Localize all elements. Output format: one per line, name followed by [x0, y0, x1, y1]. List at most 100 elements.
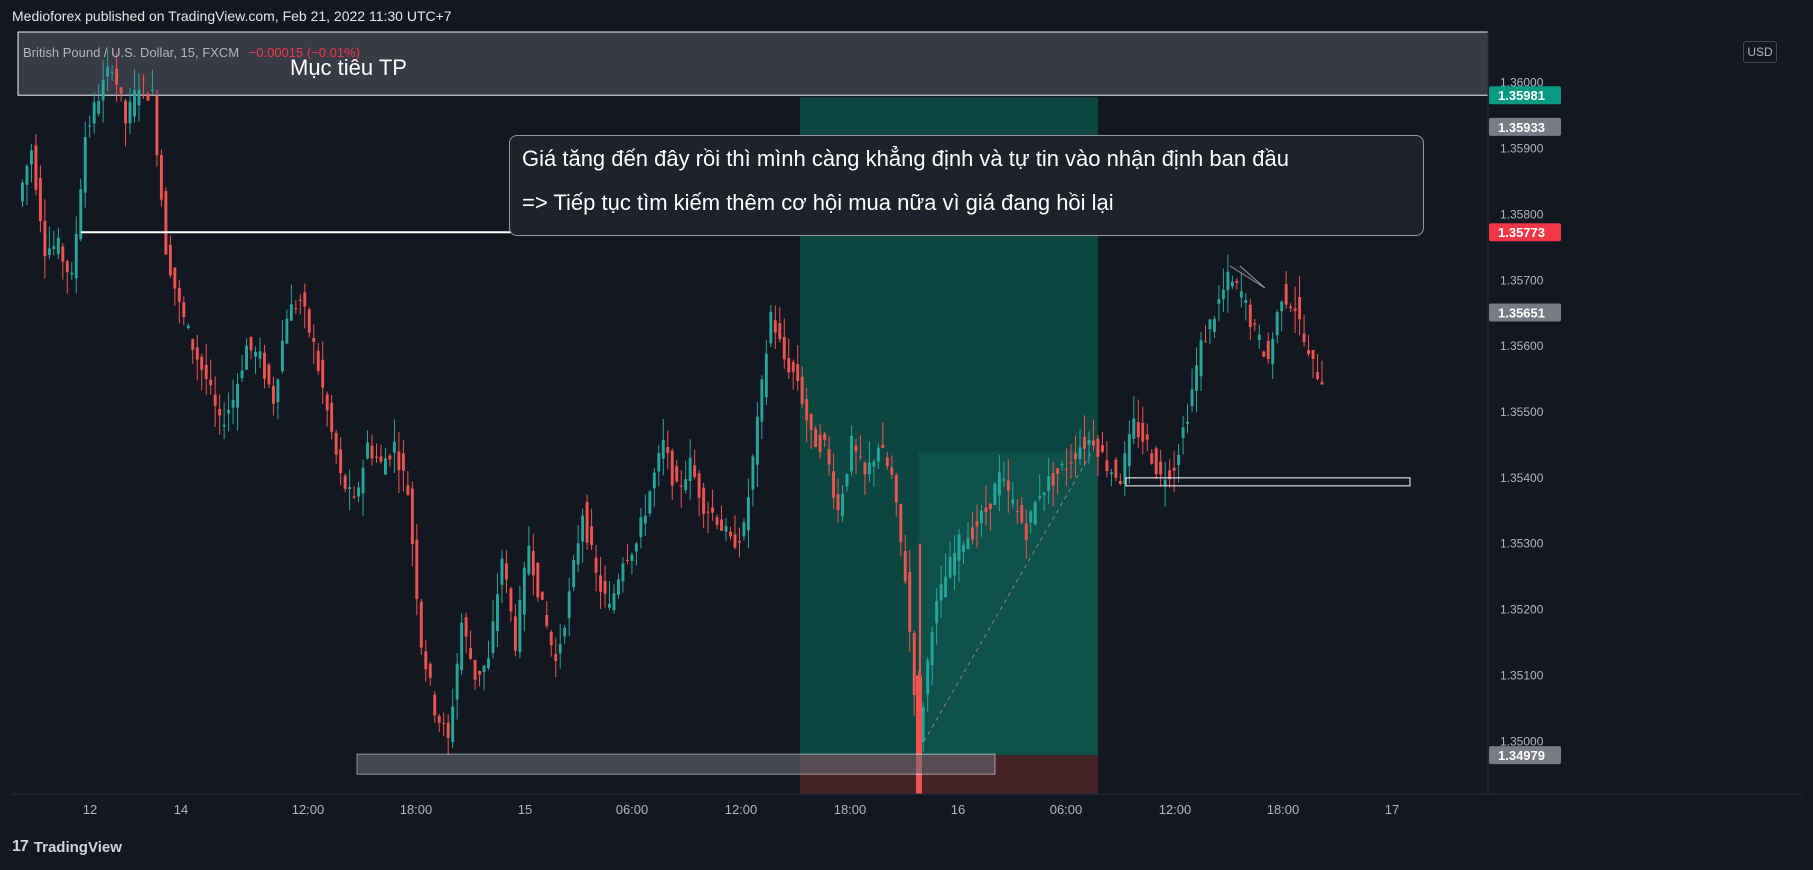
candle-body — [720, 519, 723, 531]
candle-body — [540, 591, 544, 600]
candle-body — [1275, 312, 1279, 336]
candle-body — [1163, 479, 1167, 486]
candle-body — [621, 563, 625, 582]
candle-body — [65, 261, 69, 273]
candle-body — [670, 450, 674, 486]
candle-body — [791, 361, 795, 372]
candle-body — [684, 479, 688, 491]
candle-body — [330, 402, 334, 432]
candle-body — [92, 102, 96, 124]
candle-body — [464, 617, 468, 637]
candle-body — [433, 694, 437, 716]
candle-body — [478, 671, 482, 675]
price-scale[interactable] — [1488, 30, 1802, 826]
candle-body — [872, 461, 876, 467]
candle-body — [339, 449, 343, 474]
candle-body — [276, 379, 280, 403]
candle-body — [1307, 350, 1311, 354]
recent-support-box[interactable] — [1125, 477, 1411, 487]
candle-body — [845, 473, 849, 487]
y-tick-label: 1.35900 — [1500, 142, 1544, 156]
candle-body — [625, 560, 629, 562]
x-tick-label: 14 — [174, 802, 188, 817]
candle-body — [392, 441, 396, 453]
candle-body — [316, 350, 320, 372]
candle-body — [1069, 462, 1073, 464]
currency-button[interactable]: USD — [1743, 41, 1777, 63]
candle-body — [137, 89, 141, 106]
candle-body — [437, 716, 441, 723]
candle-body — [1257, 334, 1261, 340]
candle-body — [469, 648, 473, 659]
candle-body — [1284, 284, 1288, 305]
candle-body — [948, 557, 952, 578]
candle-body — [800, 376, 804, 404]
candle-body — [1150, 453, 1154, 464]
candle-body — [1105, 460, 1109, 472]
candle-body — [850, 435, 853, 472]
price-label: 1.35773 — [1498, 225, 1545, 240]
candle-body — [401, 453, 405, 471]
candle-body — [110, 72, 114, 74]
candle-body — [410, 488, 414, 545]
candle-body — [460, 622, 464, 671]
candle-body — [755, 416, 759, 465]
candle-body — [648, 491, 652, 514]
candle-body — [504, 563, 508, 580]
candle-body — [1078, 447, 1082, 459]
candle-body — [303, 292, 307, 307]
candle-body — [307, 309, 311, 333]
candle-body — [863, 462, 867, 475]
candle-body — [245, 345, 248, 370]
candle-body — [1253, 323, 1257, 325]
symbol-info[interactable]: British Pound / U.S. Dollar, 15, FXCM −0… — [23, 45, 360, 60]
candle-body — [352, 496, 356, 498]
callout-note[interactable]: Giá tăng đến đây rồi thì mình càng khẳng… — [509, 135, 1424, 236]
candle-body — [966, 538, 970, 549]
x-tick-label: 16 — [951, 802, 965, 817]
candle-body — [124, 100, 128, 124]
candle-body — [639, 517, 643, 537]
candle-body — [415, 539, 419, 600]
candle-body — [159, 154, 163, 200]
price-label: 1.35651 — [1498, 306, 1545, 321]
tp-target-band[interactable] — [17, 31, 1489, 96]
y-tick-label: 1.35700 — [1500, 273, 1544, 287]
candle-body — [509, 588, 513, 612]
candle-body — [903, 550, 907, 582]
candle-body — [1298, 296, 1302, 320]
low-support-box[interactable] — [356, 753, 996, 775]
candle-body — [1311, 350, 1315, 359]
candle-body — [52, 246, 56, 249]
candle-body — [240, 370, 244, 379]
price-label-badge — [1489, 303, 1561, 322]
x-tick-label: 06:00 — [1050, 802, 1083, 817]
candle-body — [930, 632, 934, 666]
candle-body — [146, 93, 150, 101]
candle-body — [769, 311, 773, 344]
footer-brand[interactable]: 17 TradingView — [12, 838, 122, 856]
candle-body — [195, 347, 199, 360]
candle-body — [348, 487, 352, 490]
candle-body — [236, 383, 240, 408]
candle-body — [1020, 505, 1024, 523]
candle-body — [971, 527, 974, 540]
candle-body — [79, 189, 83, 240]
candle-body — [823, 433, 827, 440]
candle-body — [289, 304, 293, 321]
candle-body — [590, 526, 594, 546]
candle-body — [1190, 389, 1194, 407]
candle-body — [1118, 481, 1122, 484]
x-tick-label: 12:00 — [1159, 802, 1192, 817]
candle-body — [1074, 453, 1077, 460]
candle-body — [912, 632, 916, 695]
candle-body — [496, 594, 499, 632]
candle-body — [841, 493, 844, 517]
candle-body — [1172, 467, 1176, 471]
candle-body — [1181, 427, 1185, 438]
candle-body — [603, 581, 607, 594]
candle-body — [594, 557, 598, 573]
candle-body — [1177, 454, 1181, 465]
candle-body — [325, 394, 329, 411]
candle-body — [773, 320, 777, 333]
